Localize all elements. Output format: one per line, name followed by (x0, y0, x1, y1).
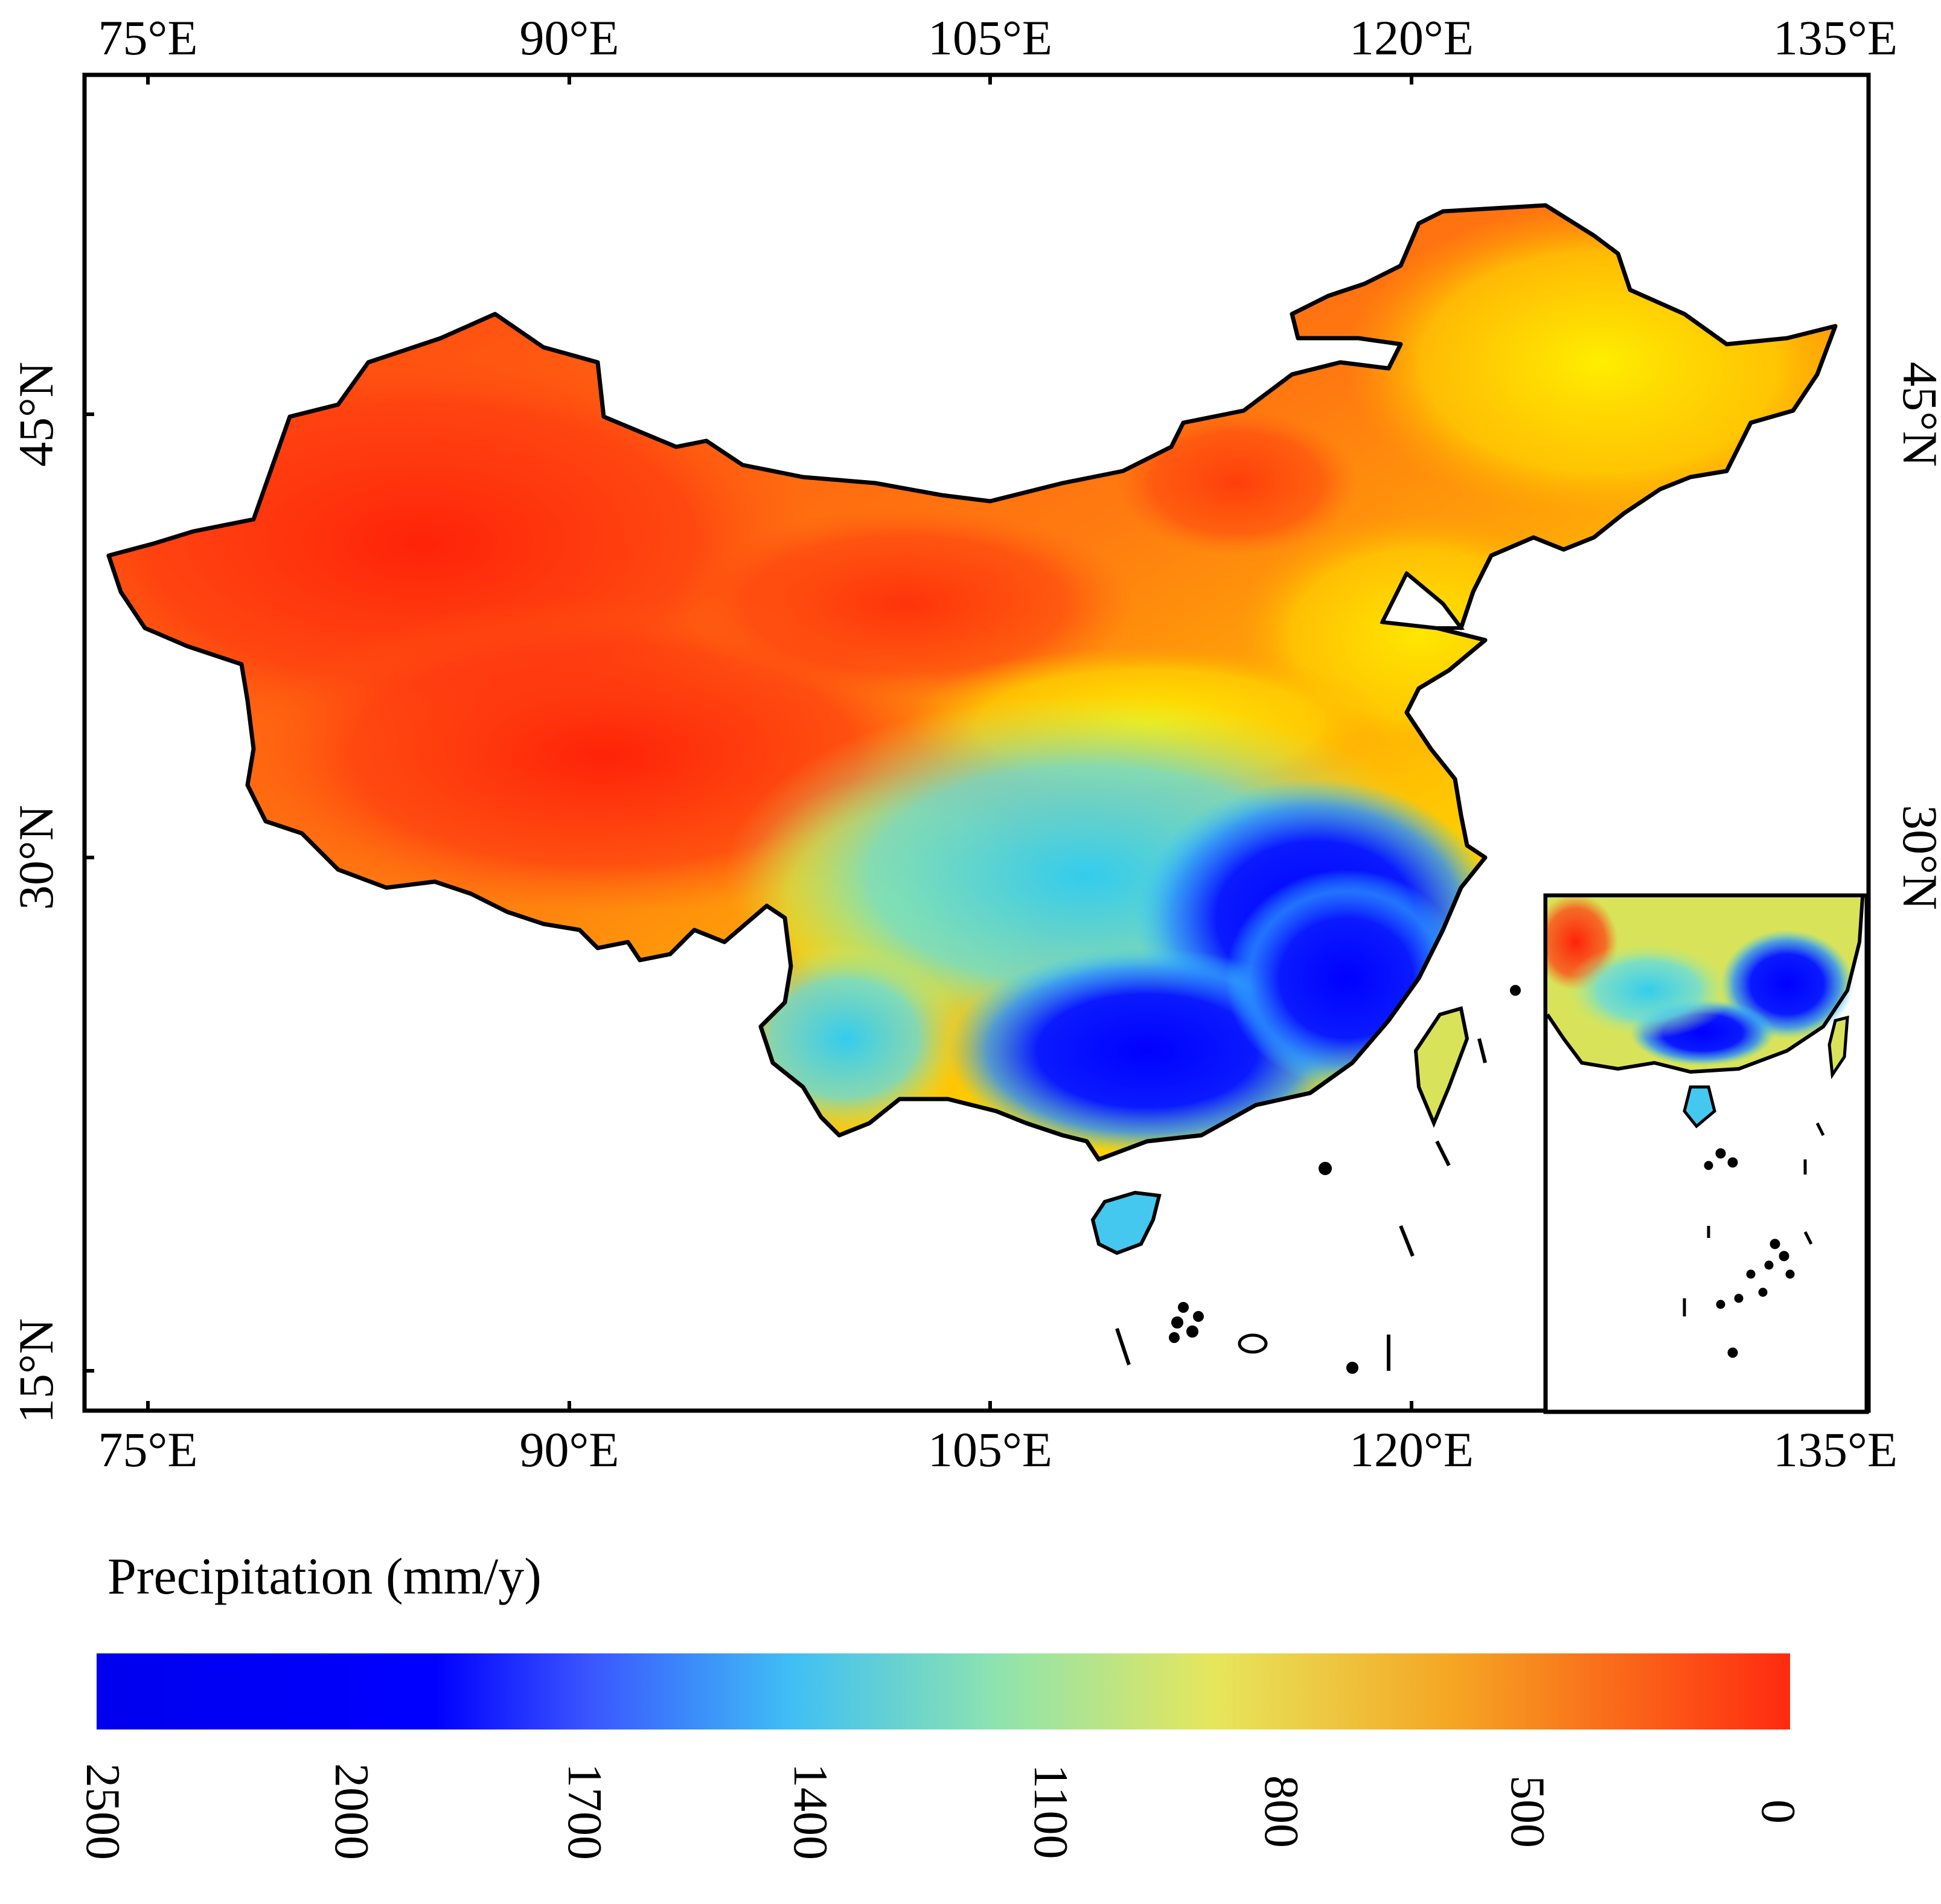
lon-label-top-135: 135°E (1773, 10, 1898, 65)
colorbar-label-800: 800 (1255, 1775, 1308, 1848)
hainan-island (1090, 1190, 1162, 1255)
legend-title: Precipitation (mm/y) (107, 1547, 542, 1605)
lat-label-left-45: 45°N (8, 362, 63, 467)
inset-map (1543, 893, 1869, 1414)
lon-label-bottom-75: 75°E (98, 1422, 198, 1477)
lon-label-bottom-90: 90°E (519, 1422, 619, 1477)
lat-label-right-30: 30°N (1893, 804, 1941, 910)
colorbar-label-0: 0 (1751, 1800, 1805, 1824)
lon-label-top-120: 120°E (1349, 10, 1474, 65)
lat-label-right-45: 45°N (1893, 361, 1941, 467)
colorbar (97, 1653, 1790, 1729)
frame-ticks (85, 75, 1413, 1411)
lat-label-left-15: 15°N (8, 1318, 63, 1424)
lon-label-top-90: 90°E (519, 10, 619, 65)
lat-label-left-30: 30°N (8, 805, 63, 911)
colorbar-label-1100: 1100 (1024, 1764, 1077, 1859)
lon-label-top-75: 75°E (98, 10, 198, 65)
colorbar-label-2500: 2500 (76, 1763, 129, 1860)
colorbar-label-1400: 1400 (784, 1763, 837, 1860)
lon-label-bottom-135: 135°E (1773, 1422, 1898, 1477)
colorbar-label-500: 500 (1501, 1775, 1554, 1848)
lon-label-bottom-105: 105°E (928, 1422, 1052, 1477)
taiwan-island (1413, 1006, 1469, 1128)
lon-label-top-105: 105°E (928, 10, 1052, 65)
colorbar-label-2000: 2000 (325, 1763, 378, 1860)
lon-label-bottom-120: 120°E (1349, 1422, 1474, 1477)
south-china-sea-islands (1115, 985, 1521, 1374)
bohai-sea (1380, 571, 1465, 630)
colorbar-label-1700: 1700 (558, 1763, 611, 1860)
